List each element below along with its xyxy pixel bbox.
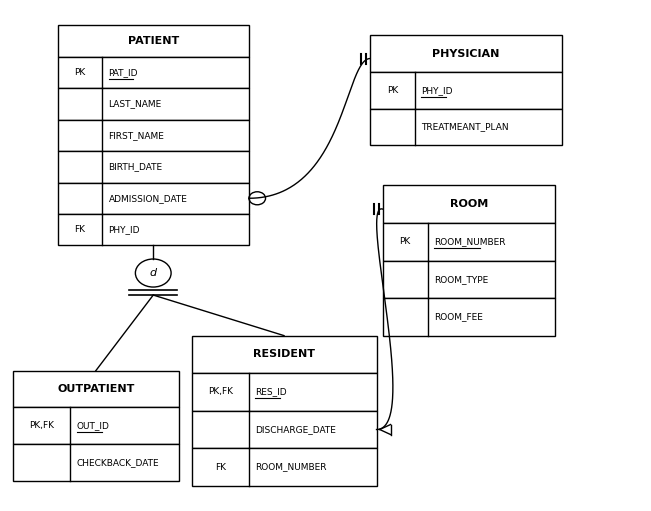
- Bar: [57, 57, 249, 88]
- Bar: [57, 88, 249, 120]
- Bar: [13, 370, 179, 407]
- Text: PATIENT: PATIENT: [128, 36, 179, 46]
- Text: ROOM: ROOM: [450, 199, 488, 209]
- Text: PHYSICIAN: PHYSICIAN: [432, 49, 499, 59]
- Text: PK: PK: [387, 86, 398, 95]
- Text: PK: PK: [74, 68, 85, 77]
- Text: PAT_ID: PAT_ID: [109, 68, 138, 77]
- Bar: [13, 444, 179, 481]
- Text: PHY_ID: PHY_ID: [421, 86, 452, 95]
- Text: TREATMEANT_PLAN: TREATMEANT_PLAN: [421, 123, 509, 131]
- Bar: [383, 185, 555, 223]
- Text: PK,FK: PK,FK: [208, 387, 233, 397]
- Text: BIRTH_DATE: BIRTH_DATE: [109, 162, 163, 171]
- Text: LAST_NAME: LAST_NAME: [109, 99, 162, 108]
- Text: ROOM_TYPE: ROOM_TYPE: [434, 275, 488, 284]
- Bar: [370, 72, 562, 109]
- Text: CHECKBACK_DATE: CHECKBACK_DATE: [77, 458, 159, 467]
- Bar: [57, 25, 249, 57]
- Text: ROOM_NUMBER: ROOM_NUMBER: [434, 237, 505, 246]
- Text: ROOM_NUMBER: ROOM_NUMBER: [255, 462, 327, 472]
- Text: PK: PK: [400, 237, 411, 246]
- Bar: [383, 223, 555, 261]
- Text: d: d: [150, 268, 157, 278]
- Text: RESIDENT: RESIDENT: [253, 350, 315, 359]
- Bar: [191, 448, 376, 486]
- Bar: [57, 120, 249, 151]
- Bar: [191, 373, 376, 411]
- Bar: [57, 151, 249, 182]
- Text: DISCHARGE_DATE: DISCHARGE_DATE: [255, 425, 336, 434]
- Text: PHY_ID: PHY_ID: [109, 225, 140, 234]
- Bar: [57, 182, 249, 214]
- Text: FK: FK: [74, 225, 85, 234]
- Bar: [191, 336, 376, 373]
- Bar: [383, 298, 555, 336]
- Bar: [13, 407, 179, 444]
- Text: FIRST_NAME: FIRST_NAME: [109, 131, 165, 140]
- Text: OUT_ID: OUT_ID: [77, 421, 109, 430]
- Text: FK: FK: [215, 462, 226, 472]
- Text: PK,FK: PK,FK: [29, 421, 54, 430]
- Text: RES_ID: RES_ID: [255, 387, 287, 397]
- Bar: [383, 261, 555, 298]
- Text: ROOM_FEE: ROOM_FEE: [434, 312, 483, 321]
- Text: ADMISSION_DATE: ADMISSION_DATE: [109, 194, 187, 203]
- Text: OUTPATIENT: OUTPATIENT: [57, 384, 135, 394]
- Bar: [191, 411, 376, 448]
- Bar: [370, 109, 562, 145]
- Bar: [57, 214, 249, 245]
- Bar: [370, 35, 562, 72]
